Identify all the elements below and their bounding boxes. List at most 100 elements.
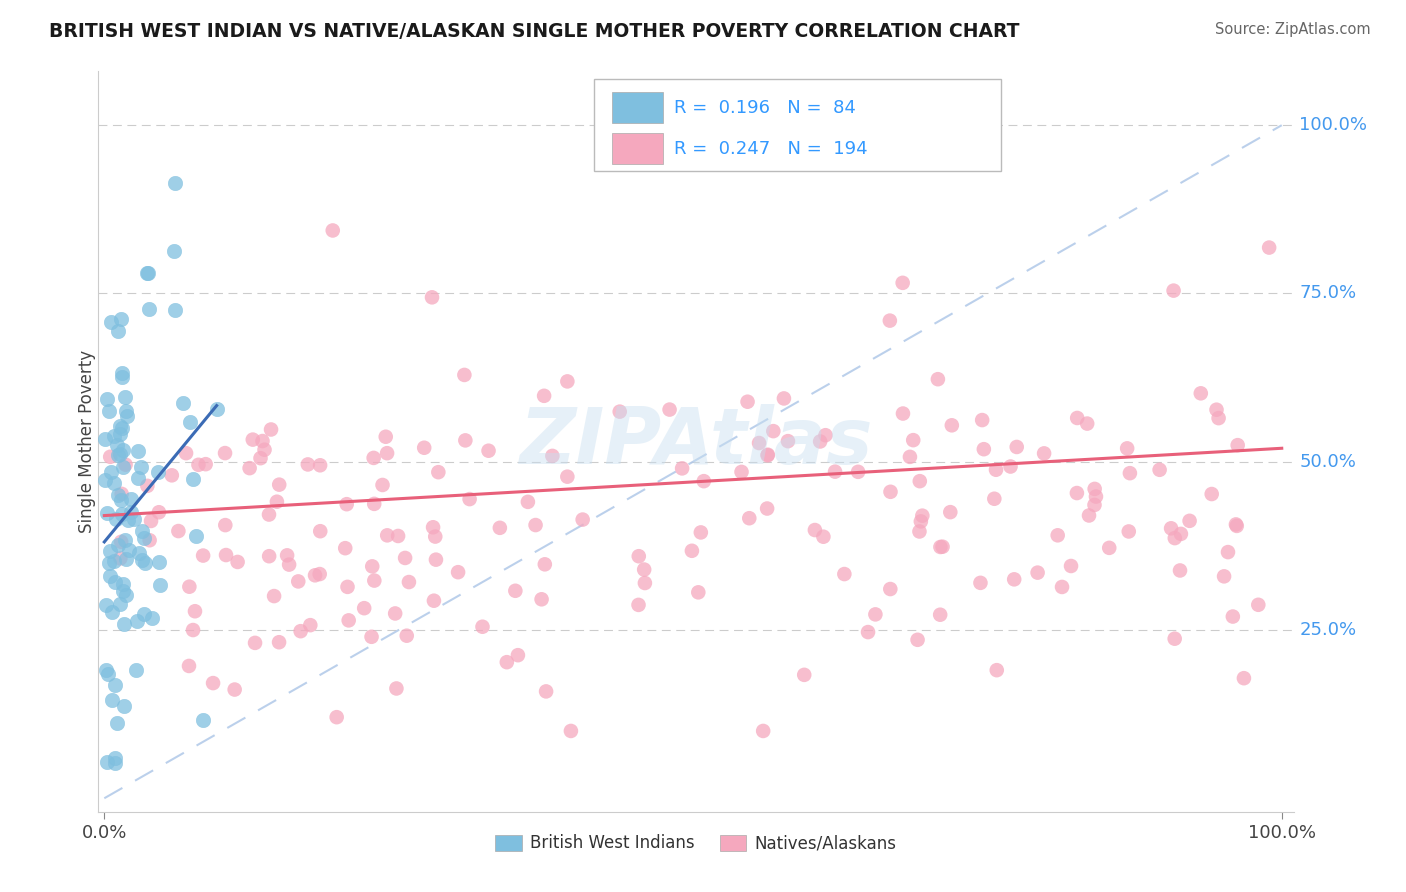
Point [423,593,446,607]
Point [141,611,163,625]
Point [891,407,914,421]
Point [181,472,204,486]
Point [557,375,579,389]
Point [139,514,162,528]
Point [104,756,127,771]
Point [304,568,326,582]
Point [103,554,125,568]
Point [101,606,124,620]
Point [1222,609,1244,624]
Point [100,315,122,329]
Point [453,368,475,382]
Point [111,459,134,474]
Point [111,577,134,591]
Point [1189,386,1212,401]
Point [129,459,152,474]
Point [107,538,129,552]
Point [533,558,555,572]
Point [181,623,204,637]
Point [97,667,120,681]
Point [287,574,309,589]
Point [1216,545,1239,559]
Point [824,465,846,479]
Point [110,551,132,566]
Point [689,525,711,540]
Point [1033,446,1056,460]
Point [879,484,901,499]
Point [756,501,779,516]
Point [413,441,436,455]
Point [136,266,159,280]
Point [1160,521,1182,535]
Point [336,497,359,511]
Point [276,549,298,563]
Point [1078,508,1101,523]
Point [184,604,207,618]
Point [375,446,398,460]
Point [290,624,312,639]
Point [1084,482,1107,496]
Point [420,290,443,304]
Point [374,430,396,444]
Point [94,432,117,446]
Point [108,419,131,434]
Point [363,497,385,511]
Point [104,751,127,765]
Y-axis label: Single Mother Poverty: Single Mother Poverty [79,350,96,533]
Point [756,448,779,462]
Point [96,599,118,613]
Point [112,443,135,458]
Point [128,546,150,560]
Point [929,540,952,554]
Point [541,449,564,463]
Point [122,512,145,526]
Point [336,580,359,594]
Point [114,390,136,404]
Point [165,302,187,317]
Point [427,465,450,479]
Point [910,515,932,529]
Point [1247,598,1270,612]
Point [516,495,538,509]
Point [115,404,138,418]
Point [560,723,582,738]
Text: 100.0%: 100.0% [1299,116,1368,134]
Point [177,659,200,673]
Point [260,422,283,436]
Point [972,413,994,427]
Point [114,533,136,548]
Point [939,505,962,519]
Point [115,409,138,424]
Point [105,438,128,452]
Point [1098,541,1121,555]
Point [257,508,280,522]
Point [1163,632,1185,646]
Point [205,402,228,417]
Point [134,557,156,571]
Point [297,458,319,472]
Point [257,549,280,564]
Point [337,613,360,627]
FancyBboxPatch shape [595,78,1001,171]
Point [1116,442,1139,456]
Point [1201,487,1223,501]
Point [136,266,159,280]
Point [1066,411,1088,425]
Point [107,488,129,502]
Point [117,513,139,527]
Point [112,584,135,599]
Point [98,569,121,583]
Point [110,534,132,549]
Text: ZIPAtlas: ZIPAtlas [519,403,873,480]
Point [309,524,332,539]
Point [688,585,710,599]
Point [111,421,134,435]
Point [267,635,290,649]
Point [534,684,557,698]
Point [1149,463,1171,477]
Point [984,463,1007,477]
Point [1046,528,1069,542]
Point [105,716,128,731]
Point [1205,402,1227,417]
Point [148,505,170,519]
